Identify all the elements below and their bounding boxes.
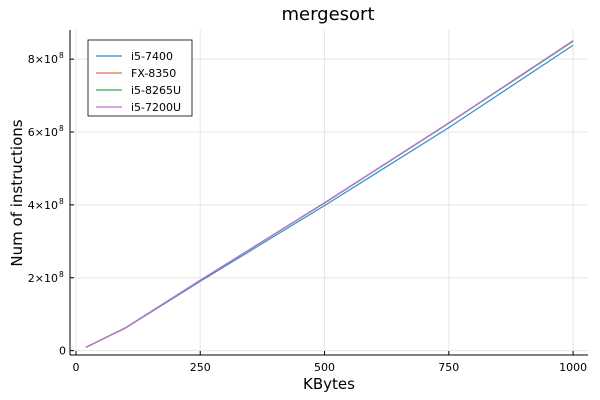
series-line-i5-7200u (85, 40, 574, 348)
y-tick-exponent-2: 8 (59, 197, 64, 206)
y-tick-exponent-3: 8 (59, 124, 64, 133)
x-axis-label: KBytes (303, 375, 355, 393)
y-tick-exponent-4: 8 (59, 51, 64, 60)
y-tick-label-0: 0 (59, 345, 66, 358)
y-tick-exponent-1: 8 (59, 270, 64, 279)
x-ticks: 0 250 500 750 1000 (72, 351, 587, 374)
x-tick-label-2: 500 (314, 361, 335, 374)
series-lines (85, 40, 574, 348)
legend-label-i5-8265u: i5-8265U (131, 84, 181, 97)
x-tick-label-0: 0 (72, 361, 79, 374)
axes (69, 30, 588, 356)
legend-box (87, 39, 193, 117)
chart-title: mergesort (281, 4, 374, 25)
legend: i5-7400 FX-8350 i5-8265U i5-7200U (87, 39, 193, 117)
x-tick-label-1: 250 (190, 361, 211, 374)
legend-label-i5-7400: i5-7400 (131, 50, 173, 63)
y-axis-label: Num of instructions (8, 119, 26, 266)
legend-label-fx-8350: FX-8350 (131, 67, 176, 80)
y-tick-label-4: 8×10 (28, 53, 58, 66)
y-tick-label-3: 6×10 (28, 126, 58, 139)
y-tick-label-1: 2×10 (28, 272, 58, 285)
legend-label-i5-7200u: i5-7200U (131, 101, 181, 114)
y-ticks: 02×10 84×10 86×10 88×10 8 (28, 51, 74, 358)
y-tick-label-2: 4×10 (28, 199, 58, 212)
x-tick-label-3: 750 (438, 361, 459, 374)
grid (70, 30, 588, 355)
x-tick-label-4: 1000 (559, 361, 587, 374)
